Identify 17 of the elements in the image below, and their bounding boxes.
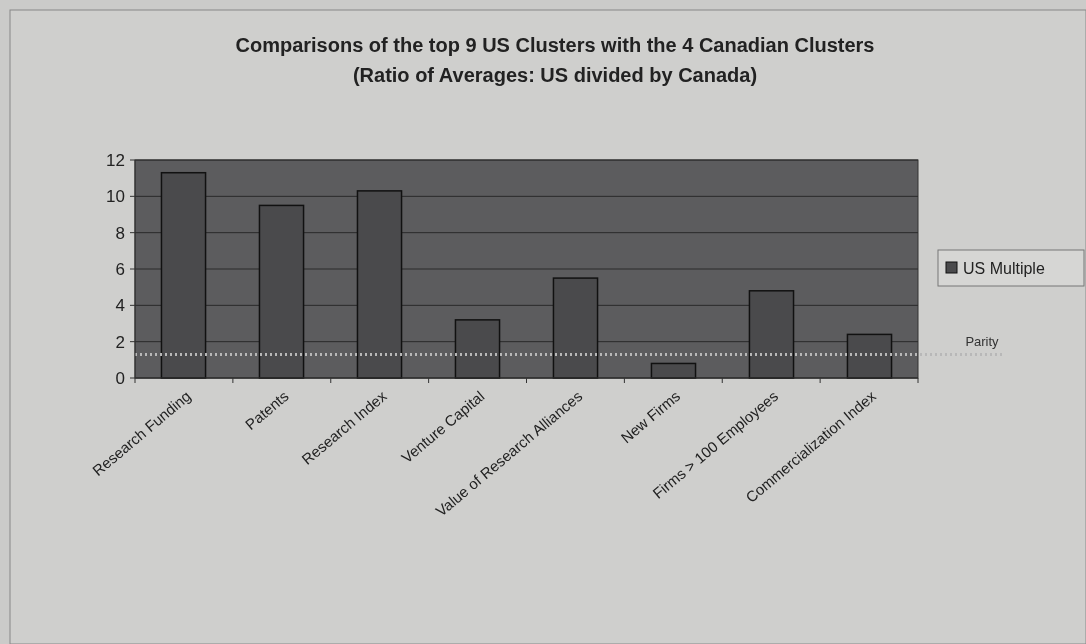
y-tick-label: 6 (115, 259, 125, 279)
bar (160, 171, 207, 379)
bar (258, 204, 305, 379)
y-tick-label: 2 (115, 332, 125, 352)
y-tick-label: 4 (115, 296, 125, 316)
legend-label: US Multiple (963, 259, 1045, 277)
chart-title: Comparisons of the top 9 US Clusters with the 4 Canadian Clusters (Ratio of Averages: US divided by Canada) (235, 34, 875, 86)
bar (356, 190, 403, 379)
y-tick-label: 8 (115, 223, 125, 243)
ref-line-label: Parity (965, 334, 1000, 350)
y-tick-label: 12 (106, 150, 125, 170)
bar (552, 277, 599, 379)
y-tick-label: 10 (106, 187, 125, 207)
bar (846, 333, 893, 379)
bar (454, 319, 501, 379)
y-tick-label: 0 (115, 368, 125, 388)
bar (748, 290, 795, 379)
